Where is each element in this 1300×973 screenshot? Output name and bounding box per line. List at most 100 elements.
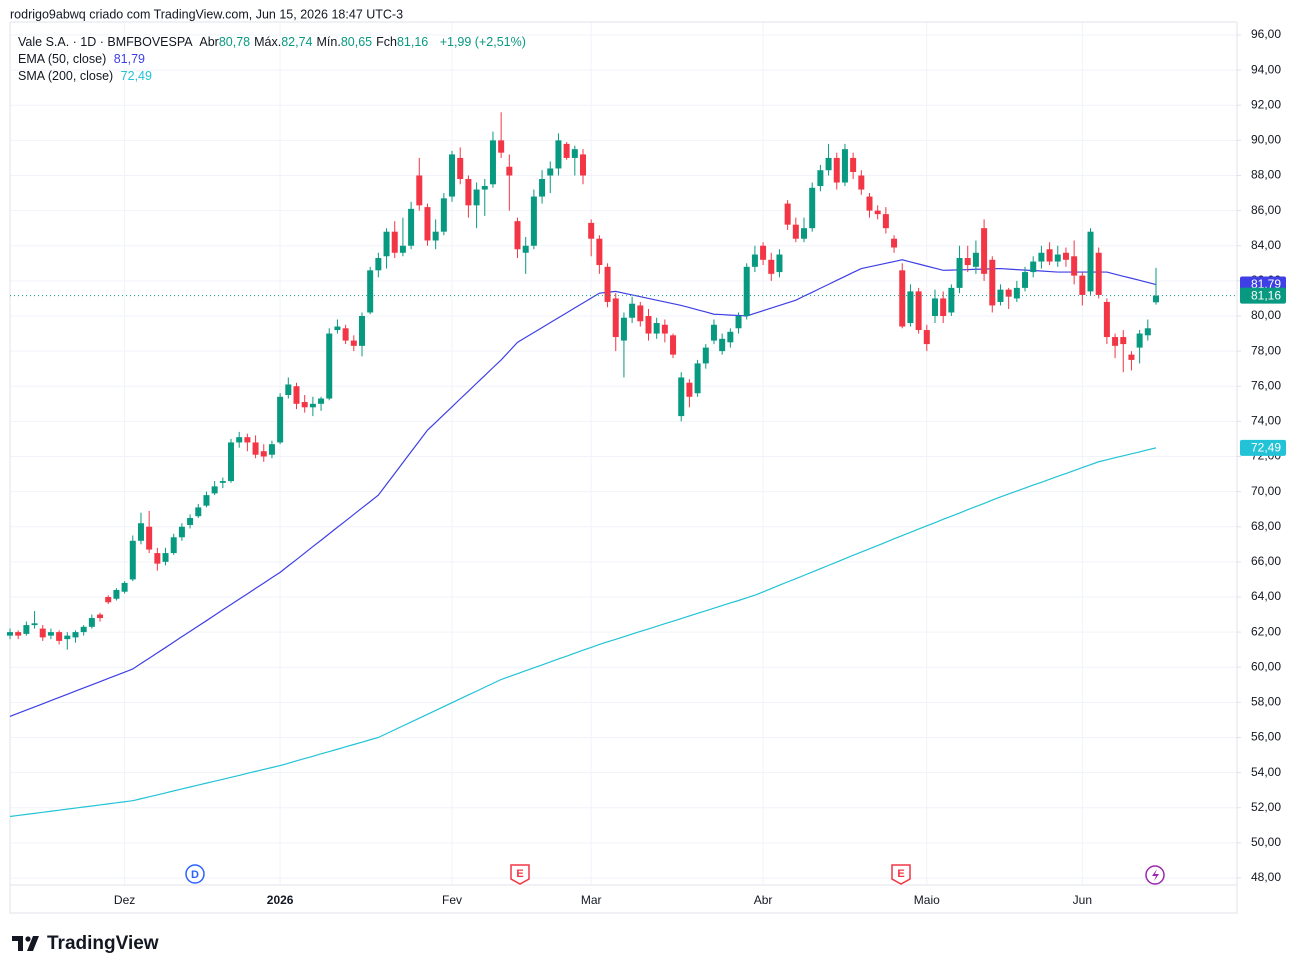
candle-body [1079,275,1086,295]
candle-body [1153,295,1159,303]
candle-body [825,157,832,171]
candle-body [612,298,619,338]
legend-row: EMA (50, close) 81,79 [18,52,149,66]
candle-body [1112,337,1119,346]
candle-body [399,245,406,253]
candle-body [670,335,677,355]
candle-body [97,614,104,619]
candle-body [424,207,431,241]
y-tick-label: 96,00 [1251,27,1281,41]
legend-row: Vale S.A. · 1D · BMFBOVESPA Abr80,78 Máx.… [18,35,530,49]
candle-body [956,258,963,288]
candle-body [260,451,267,457]
candle-body [375,258,382,271]
candle-body [457,157,464,180]
event-label: D [191,869,199,881]
y-tick-label: 56,00 [1251,730,1281,744]
candle-body [940,298,947,316]
logo: TradingView [12,933,159,954]
candle-body [833,157,840,183]
y-tick-label: 66,00 [1251,554,1281,568]
candle-body [1005,289,1012,297]
y-tick-label: 54,00 [1251,765,1281,779]
x-tick-label: Abr [754,893,773,907]
candle-body [801,228,808,239]
candle-body [236,437,243,443]
candle-body [449,154,456,197]
candle-body [129,540,136,580]
candle-body [342,328,349,341]
candle-body [817,170,824,187]
ohlc: Abr80,78 Máx.82,74 Mín.80,65 Fch81,16 [199,35,432,49]
candle-body [1120,337,1127,345]
candle-body [539,179,546,197]
candle-body [809,187,816,229]
price-tag-label: 81,16 [1251,288,1281,302]
candle-body [1071,256,1078,276]
candle-body [211,486,218,494]
ohlc-value: 80,65 [340,35,373,49]
candle-body [358,315,365,346]
candle-body [997,289,1004,302]
candle-body [408,208,415,246]
candle-body [964,258,971,266]
candle-body [972,252,979,267]
candle-body [15,632,22,636]
indicator-line [9,447,1157,818]
candle-body [1013,287,1020,299]
candle-body [1103,301,1110,338]
candle-body [907,291,914,324]
candle-body [121,582,128,592]
candle-body [841,149,848,183]
y-tick-label: 92,00 [1251,97,1281,111]
candle-body [620,317,627,341]
candle-body [162,553,169,562]
candle-body [137,523,144,541]
candle-body [743,266,750,316]
candle-body [694,363,701,394]
indicator-line [9,259,1157,717]
candle-body [522,245,529,253]
event-earnings[interactable] [510,864,530,885]
candle-body [473,189,480,206]
x-tick-label: 2026 [267,893,294,907]
candle-body [874,210,881,215]
ohlc-label: Mín. [316,35,341,49]
candle-body [56,632,63,641]
candle-body [514,221,521,250]
candle-body [47,632,54,636]
candle-body [318,398,325,404]
event-label: E [516,868,523,880]
candle-body [219,481,226,483]
ohlc-value: 81,16 [396,35,429,49]
legend-value: 81,79 [113,52,145,66]
y-tick-label: 60,00 [1251,659,1281,673]
candle-body [293,386,300,404]
y-tick-label: 76,00 [1251,378,1281,392]
candle-body [105,596,112,603]
candle-body [113,589,120,599]
candle-body [334,326,341,331]
y-tick-label: 80,00 [1251,308,1281,322]
candle-body [563,143,570,158]
candle-body [154,553,161,564]
candle-body [268,444,275,455]
candle-body [39,628,46,638]
event-dividend[interactable] [185,864,205,884]
candle-body [547,168,554,176]
legend-entry: EMA (50, close) [18,52,107,66]
candle-body [727,331,734,343]
candle-body [80,626,87,633]
candle-body [285,384,292,396]
candle-body [64,635,71,640]
event-earnings[interactable] [891,864,911,885]
y-tick-label: 74,00 [1251,414,1281,428]
candle-body [899,270,906,327]
candle-body [637,305,644,322]
credit: rodrigo9abwq criado com TradingView.com,… [10,7,403,21]
candle-body [931,298,938,316]
candle-body [530,196,537,246]
candle-body [686,382,693,397]
candle-body [195,507,202,517]
